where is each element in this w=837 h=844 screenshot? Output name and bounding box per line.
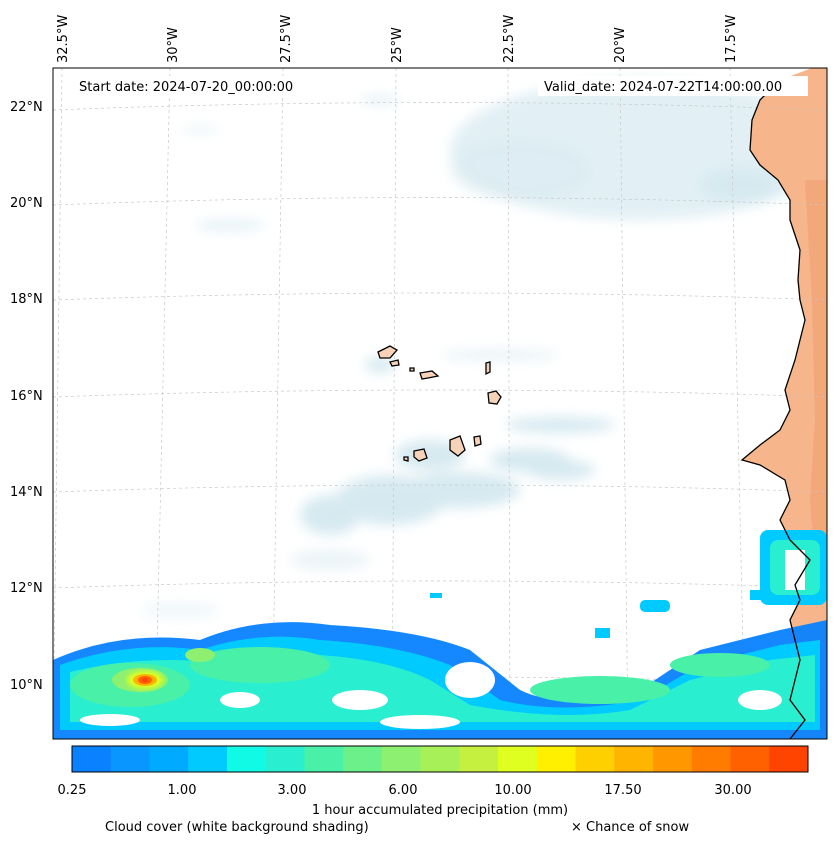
colorbar-tick-labels: 0.25 1.00 3.00 6.00 10.00 17.50 30.00	[58, 783, 752, 798]
start-date-label: Start date: 2024-07-20_00:00:00	[79, 80, 293, 95]
lat-label: 12°N	[10, 581, 43, 596]
longitude-labels: 32.5°W 30°W 27.5°W 25°W 22.5°W 20°W 17.5…	[56, 15, 739, 63]
lat-label: 14°N	[10, 485, 43, 500]
map-frame	[52, 67, 828, 740]
colorbar-label: 1 hour accumulated precipitation (mm)	[312, 803, 568, 818]
colorbar-tick: 1.00	[168, 783, 197, 798]
colorbar-tick: 30.00	[714, 783, 751, 798]
colorbar-swatch	[536, 746, 577, 772]
colorbar-swatch	[653, 746, 693, 772]
lat-label: 18°N	[10, 292, 43, 307]
lat-label: 16°N	[10, 389, 43, 404]
colorbar-frame	[71, 745, 809, 773]
colorbar-swatch	[691, 746, 732, 772]
start-date-box	[72, 76, 314, 96]
colorbar-swatch	[343, 746, 383, 772]
colorbar-tick: 0.25	[58, 783, 87, 798]
lon-label: 27.5°W	[279, 15, 294, 63]
lon-label: 17.5°W	[724, 15, 739, 63]
colorbar-tick: 10.00	[494, 783, 531, 798]
latitude-labels: 22°N 20°N 18°N 16°N 14°N 12°N 10°N	[10, 100, 43, 693]
colorbar-tick: 3.00	[278, 783, 307, 798]
lat-label: 20°N	[10, 196, 43, 211]
colorbar-swatch	[575, 746, 615, 772]
colorbar-swatch	[72, 746, 112, 772]
lon-label: 22.5°W	[502, 15, 517, 63]
colorbar-swatch	[614, 746, 654, 772]
colorbar-swatch	[420, 746, 460, 772]
colorbar-tick: 17.50	[604, 783, 641, 798]
colorbar-swatch	[265, 746, 305, 772]
cloud-cover-note: Cloud cover (white background shading)	[105, 820, 369, 835]
lon-label: 30°W	[166, 27, 181, 63]
lon-label: 20°W	[613, 27, 628, 63]
valid-date-box	[538, 76, 808, 96]
colorbar-tick: 6.00	[389, 783, 418, 798]
colorbar-swatch	[381, 746, 422, 772]
colorbar-swatch	[304, 746, 344, 772]
lat-label: 22°N	[10, 100, 43, 115]
cloud-cover-layer	[140, 80, 827, 618]
colorbar-swatch	[149, 746, 189, 772]
colorbar-swatch	[459, 746, 499, 772]
colorbar-swatch	[188, 746, 228, 772]
colorbar-swatch	[769, 746, 809, 772]
lon-label: 32.5°W	[56, 15, 71, 63]
colorbar-swatch	[110, 746, 150, 772]
valid-date-label: Valid_date: 2024-07-22T14:00:00.00	[544, 80, 782, 95]
heavy-precipitation-cell	[127, 671, 163, 689]
precipitation-layer	[53, 530, 827, 739]
snow-chance-note: × Chance of snow	[571, 820, 689, 835]
colorbar-swatch	[730, 746, 770, 772]
coastline	[740, 79, 811, 739]
colorbar	[72, 746, 809, 772]
lat-label: 10°N	[10, 678, 43, 693]
lon-label: 25°W	[390, 27, 405, 63]
colorbar-swatch	[498, 746, 538, 772]
cape-verde-islands	[377, 345, 502, 462]
colorbar-swatch	[226, 746, 267, 772]
